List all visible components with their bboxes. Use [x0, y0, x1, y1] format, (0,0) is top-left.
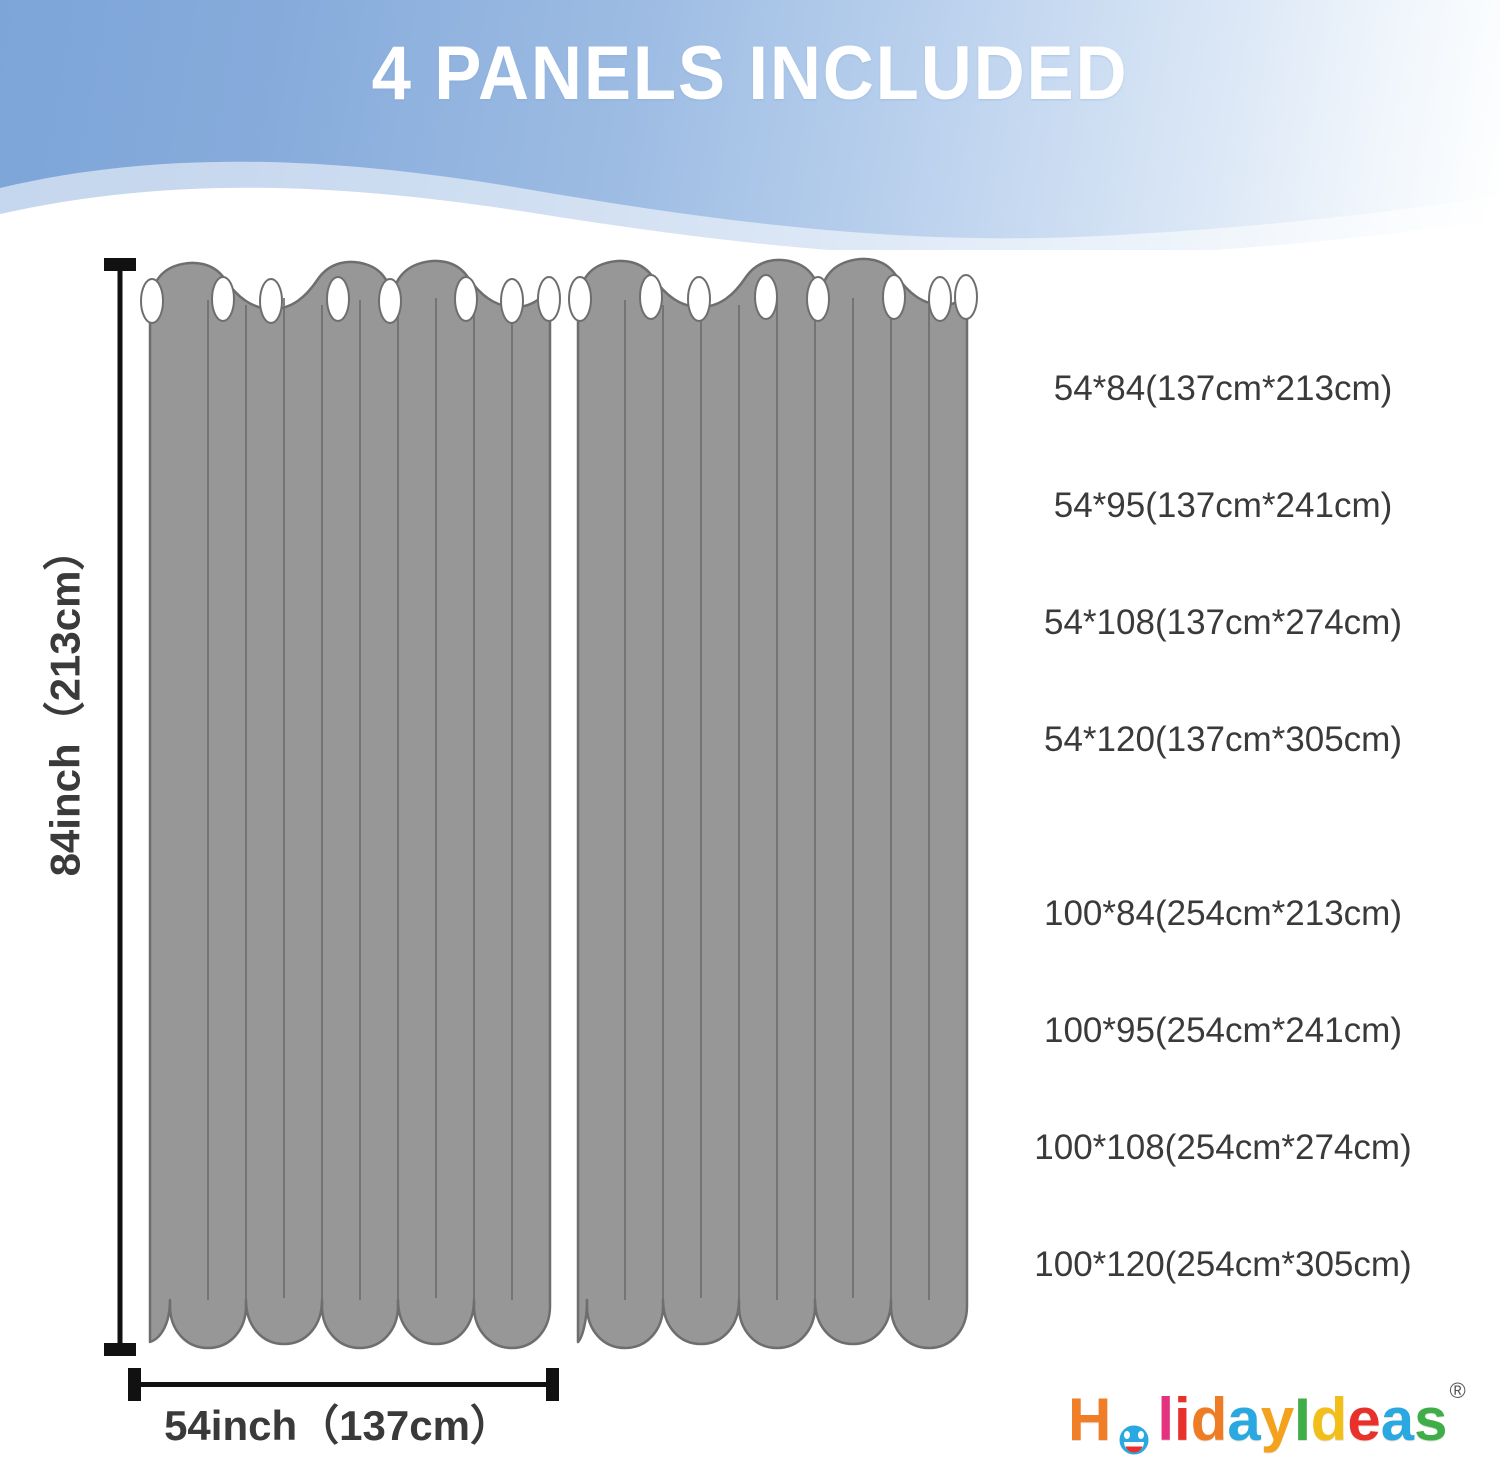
- height-dimension-line: [104, 258, 136, 1356]
- logo-letter-i: i: [1173, 1386, 1193, 1453]
- size-option-row: 54*108(137cm*274cm): [1044, 602, 1402, 642]
- size-option-row: 100*84(254cm*213cm): [1044, 893, 1402, 933]
- size-option-row: 54*95(137cm*241cm): [1053, 485, 1393, 525]
- logo-letter-y: y: [1259, 1386, 1295, 1453]
- width-dimension-label: 54inch（137cm）: [164, 1402, 512, 1449]
- curtain-panel-left: [140, 259, 561, 1350]
- logo-letter-l: l: [1156, 1386, 1176, 1453]
- size-option-row: 54*120(137cm*305cm): [1044, 719, 1402, 759]
- curtain-svg: [104, 257, 978, 1401]
- height-dimension-label: 84inch（213cm）: [41, 528, 89, 877]
- page-title: 4 PANELS INCLUDED: [371, 31, 1129, 116]
- brand-logo: H l i d a y I d e a s ®: [1066, 1378, 1466, 1458]
- grommet-holes-left: [140, 276, 561, 324]
- logo-letter-H: H: [1066, 1386, 1112, 1453]
- registered-trademark-icon: ®: [1449, 1378, 1466, 1403]
- header-banner: 4 PANELS INCLUDED: [0, 0, 1500, 250]
- smiley-face-icon: [1112, 1408, 1156, 1458]
- logo-letter-s: s: [1413, 1386, 1449, 1453]
- size-option-row: 54*84(137cm*213cm): [1053, 368, 1393, 408]
- size-option-row: 100*120(254cm*305cm): [1034, 1244, 1412, 1284]
- logo-letter-I: I: [1293, 1386, 1313, 1453]
- size-options-list: 54*84(137cm*213cm) 54*95(137cm*241cm) 54…: [988, 330, 1458, 1323]
- logo-letter-d: d: [1189, 1386, 1229, 1453]
- logo-letter-a: a: [1226, 1386, 1262, 1453]
- banner-wave-decoration: [0, 161, 1500, 250]
- curtain-panel-right: [568, 257, 978, 1350]
- curtain-diagram: 84inch（213cm） 54inch（137cm）: [41, 257, 978, 1449]
- width-dimension-line: [128, 1368, 559, 1401]
- grommet-holes-right: [568, 274, 978, 322]
- logo-letter-a2: a: [1379, 1386, 1415, 1453]
- size-option-row: 100*95(254cm*241cm): [1044, 1010, 1402, 1050]
- size-option-row: 100*108(254cm*274cm): [1034, 1127, 1412, 1167]
- logo-letter-e: e: [1346, 1386, 1382, 1453]
- logo-letter-d2: d: [1309, 1386, 1349, 1453]
